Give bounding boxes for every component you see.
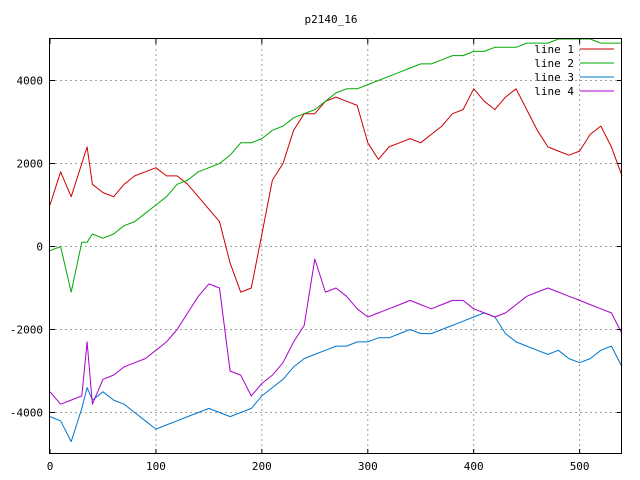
x-tick-label: 200 xyxy=(252,460,272,473)
x-tick-label: 500 xyxy=(570,460,590,473)
legend-label: line 1 xyxy=(534,43,574,56)
series-line-2 xyxy=(49,38,622,293)
y-tick-label: 4000 xyxy=(17,75,44,88)
series-line-1 xyxy=(49,88,623,293)
x-tick-label: 0 xyxy=(47,460,54,473)
series-line-4 xyxy=(49,258,623,405)
x-tick-label: 400 xyxy=(464,460,484,473)
axis-ticks: 0 100 200 300 400 500 -4000 -2000 0 2000 4000 xyxy=(10,39,622,473)
y-tick-label: 2000 xyxy=(17,158,44,171)
x-tick-label: 100 xyxy=(146,460,166,473)
chart-title: p2140_16 xyxy=(305,13,358,26)
legend-label: line 2 xyxy=(534,57,574,70)
series-line-3 xyxy=(49,312,623,443)
x-tick-label: 300 xyxy=(358,460,378,473)
grid xyxy=(50,39,622,454)
y-tick-label: -4000 xyxy=(10,407,43,420)
y-tick-label: -2000 xyxy=(10,324,43,337)
series-lines xyxy=(49,38,623,443)
legend-label: line 4 xyxy=(534,85,574,98)
y-tick-label: 0 xyxy=(36,241,43,254)
legend-label: line 3 xyxy=(534,71,574,84)
